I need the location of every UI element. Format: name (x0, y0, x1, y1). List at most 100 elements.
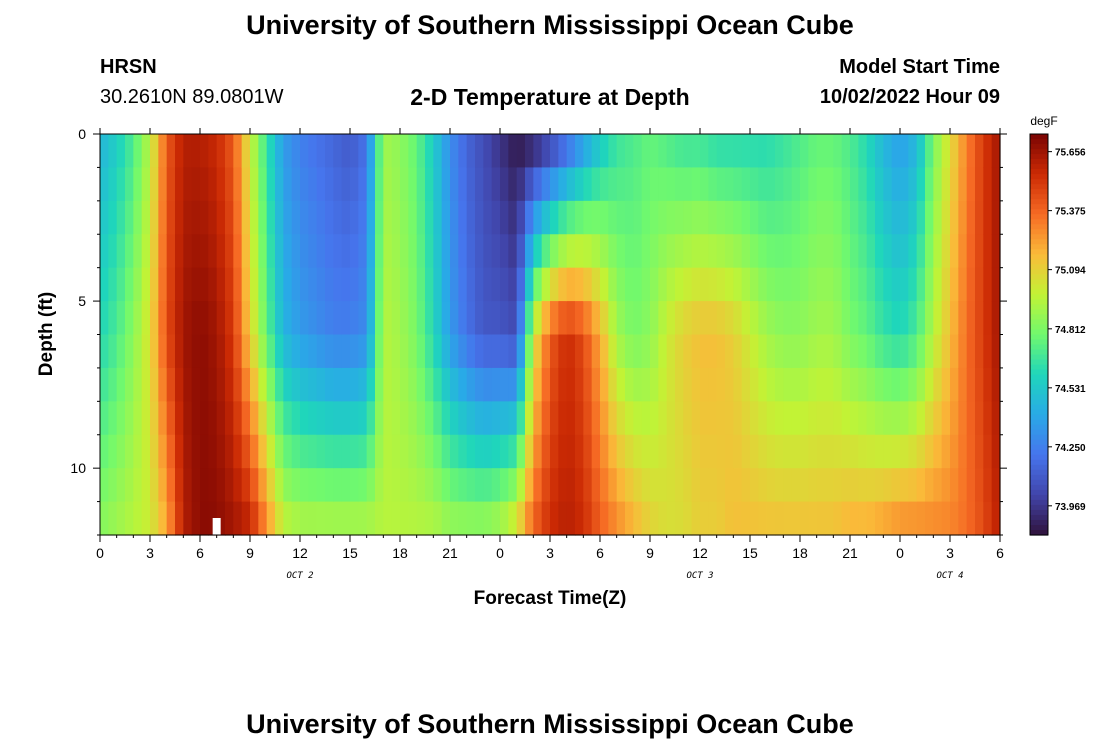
heatmap-cell (750, 401, 759, 436)
heatmap-cell (683, 200, 693, 235)
colorbar-segment (1030, 389, 1048, 396)
y-tick-label: 0 (78, 126, 86, 142)
heatmap-cell (375, 501, 384, 536)
heatmap-cell (591, 267, 601, 302)
heatmap-cell (975, 134, 984, 169)
colorbar-frame (1029, 133, 1049, 536)
heatmap-cell (325, 434, 334, 469)
heatmap-cell (191, 134, 201, 169)
heatmap-cell (450, 200, 459, 235)
heatmap-cell (858, 334, 868, 369)
heatmap-cell (200, 234, 209, 269)
heatmap-cell (300, 234, 309, 269)
heatmap-cell (908, 501, 918, 536)
heatmap-cell (141, 468, 151, 503)
heatmap-cell (975, 468, 984, 503)
heatmap-cell (508, 234, 518, 269)
heatmap-cell (650, 501, 659, 536)
heatmap-cell (450, 501, 459, 536)
heatmap-cell (975, 234, 984, 269)
heatmap-cell (116, 434, 126, 469)
heatmap-cell (491, 167, 501, 202)
heatmap-cell (208, 401, 218, 436)
heatmap-cell (100, 134, 109, 169)
heatmap-cell (266, 367, 276, 402)
heatmap-cell (525, 468, 534, 503)
heatmap-cell (591, 434, 601, 469)
heatmap-cell (116, 501, 126, 536)
heatmap-cell (816, 167, 826, 202)
heatmap-cell (958, 334, 968, 369)
heatmap-cell (725, 234, 734, 269)
heatmap-cell (466, 468, 476, 503)
heatmap-cell (591, 167, 601, 202)
heatmap-cell (108, 134, 118, 169)
heatmap-cell (616, 200, 626, 235)
heatmap-cell (733, 134, 743, 169)
heatmap-cell (875, 301, 884, 336)
heatmap-cell (191, 301, 201, 336)
heatmap-cell (925, 468, 934, 503)
heatmap-cell (741, 401, 751, 436)
heatmap-cell (541, 234, 551, 269)
heatmap-cell (533, 167, 543, 202)
heatmap-cell (758, 234, 768, 269)
heatmap-cell (366, 401, 376, 436)
heatmap-cell (500, 267, 509, 302)
heatmap-cell (800, 501, 809, 536)
heatmap-cell (500, 367, 509, 402)
heatmap-cell (666, 167, 676, 202)
x-tick-label: 21 (442, 545, 458, 561)
heatmap-cell (641, 334, 651, 369)
heatmap-cell (625, 200, 634, 235)
heatmap-cell (458, 234, 468, 269)
heatmap-cell (891, 401, 901, 436)
heatmap-cell (216, 301, 226, 336)
heatmap-cell (150, 200, 159, 235)
heatmap-cell (525, 367, 534, 402)
heatmap-cell (125, 167, 134, 202)
heatmap-cell (400, 468, 409, 503)
heatmap-cell (666, 367, 676, 402)
heatmap-cell (916, 234, 926, 269)
heatmap-cell (208, 234, 218, 269)
heatmap-cell (358, 301, 368, 336)
heatmap-cell (391, 167, 401, 202)
heatmap-cell (758, 301, 768, 336)
heatmap-cell (708, 134, 718, 169)
heatmap-cell (866, 501, 876, 536)
heatmap-cell (641, 367, 651, 402)
heatmap-cell (158, 334, 168, 369)
heatmap-cell (266, 434, 276, 469)
heatmap-cell (133, 468, 143, 503)
heatmap-cell (725, 167, 734, 202)
heatmap-cell (108, 334, 118, 369)
heatmap-cell (758, 401, 768, 436)
heatmap-cell (508, 501, 518, 536)
heatmap-cell (800, 401, 809, 436)
heatmap-cell (416, 200, 426, 235)
colorbar-segment (1030, 169, 1048, 175)
colorbar-segment (1030, 189, 1048, 195)
heatmap-cell (150, 401, 159, 436)
heatmap-cell (375, 334, 384, 369)
heatmap-cell (316, 434, 326, 469)
heatmap-cell (641, 434, 651, 469)
heatmap-cell (475, 167, 484, 202)
heatmap-cell (725, 468, 734, 503)
heatmap-cell (741, 434, 751, 469)
x-tick-label: 18 (392, 545, 408, 561)
heatmap-cell (541, 334, 551, 369)
heatmap-cell (258, 468, 268, 503)
heatmap-cell (675, 334, 684, 369)
heatmap-cell (558, 401, 568, 436)
heatmap-cell (358, 167, 368, 202)
heatmap-cell (675, 134, 684, 169)
y-tick-label: 5 (78, 293, 86, 309)
heatmap-cell (416, 367, 426, 402)
colorbar-segment (1030, 254, 1048, 260)
heatmap-cell (466, 167, 476, 202)
heatmap-cell (558, 367, 568, 402)
heatmap-cell (925, 301, 934, 336)
heatmap-cell (733, 434, 743, 469)
